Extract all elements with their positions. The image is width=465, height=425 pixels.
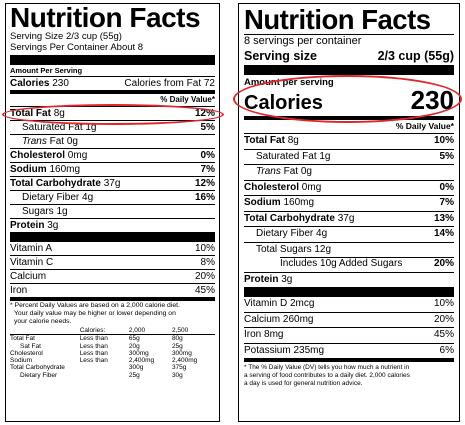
old-total-carb-row: Total Carbohydrate 37g 12% (10, 176, 215, 189)
old-servings-per-container: Servings Per Container About 8 (10, 42, 144, 53)
new-sodium-row: Sodium 160mg 7% (244, 195, 454, 211)
old-serving-size: Serving Size 2/3 cup (55g) (10, 31, 122, 42)
new-vitamin-row: Iron 8mg 45% (244, 327, 454, 343)
old-cholesterol-row: Cholesterol 0mg 0% (10, 148, 215, 161)
new-added-sugars-row: Includes 10g Added Sugars 20% (280, 257, 454, 269)
new-vitamin-row: Vitamin D 2mcg 10% (244, 298, 454, 309)
old-footnote: * Percent Daily Values are based on a 2,… (10, 302, 180, 325)
new-total-sugars-row: Total Sugars 12g (244, 241, 454, 258)
old-sugars-row: Sugars 1g (10, 204, 215, 218)
new-daily-value-header: % Daily Value* (395, 121, 454, 131)
new-protein-row: Protein 3g (244, 271, 454, 288)
new-calories-highlight (233, 75, 462, 123)
old-protein-row: Protein 3g (10, 218, 215, 232)
old-dietary-fiber-row: Dietary Fiber 4g 16% (10, 190, 215, 204)
new-nutrition-label: Nutrition Facts 8 servings per container… (238, 3, 460, 422)
old-vitamin-row: Vitamin C 8% (10, 255, 215, 268)
new-serving-size-row: Serving size 2/3 cup (55g) (244, 49, 454, 63)
old-calories-row: Calories 230 Calories from Fat 72 (10, 76, 215, 90)
new-vitamin-row: Calcium 260mg 20% (244, 311, 454, 328)
old-footnote-table: Calories: 2,000 2,500 Total Fat Less than 65g… (10, 327, 215, 379)
old-calories: Calories 230 (10, 78, 69, 89)
old-amount-per-serving: Amount Per Serving (10, 66, 83, 75)
new-footnote: * The % Daily Value (DV) tells you how m… (244, 364, 410, 387)
old-daily-value-header: % Daily Value* (160, 95, 215, 104)
new-saturated-fat-row: Saturated Fat 1g 5% (244, 148, 454, 165)
new-servings-per-container: 8 servings per container (244, 35, 362, 47)
new-total-fat-row: Total Fat 8g 10% (244, 133, 454, 149)
old-vitamin-row: Calcium 20% (10, 269, 215, 282)
new-label-title: Nutrition Facts (244, 4, 431, 35)
old-label-title: Nutrition Facts (10, 2, 201, 33)
old-calories-highlight (2, 104, 224, 125)
new-cholesterol-row: Cholesterol 0mg 0% (244, 179, 454, 196)
old-nutrition-label: Nutrition Facts Serving Size 2/3 cup (55… (5, 3, 220, 422)
old-calories-from-fat: Calories from Fat 72 (124, 78, 215, 89)
new-total-carb-row: Total Carbohydrate 37g 13% (244, 210, 454, 227)
new-trans-fat-row: Trans Fat 0g (244, 164, 454, 180)
old-vitamin-row: Iron 45% (10, 283, 215, 296)
old-sodium-row: Sodium 160mg 7% (10, 162, 215, 175)
new-dietary-fiber-row: Dietary Fiber 4g 14% (244, 226, 454, 242)
new-vitamin-row: Potassium 235mg 6% (244, 342, 454, 359)
old-trans-fat-row: Trans Fat 0g (10, 134, 215, 148)
old-vitamin-row: Vitamin A 10% (10, 243, 215, 254)
